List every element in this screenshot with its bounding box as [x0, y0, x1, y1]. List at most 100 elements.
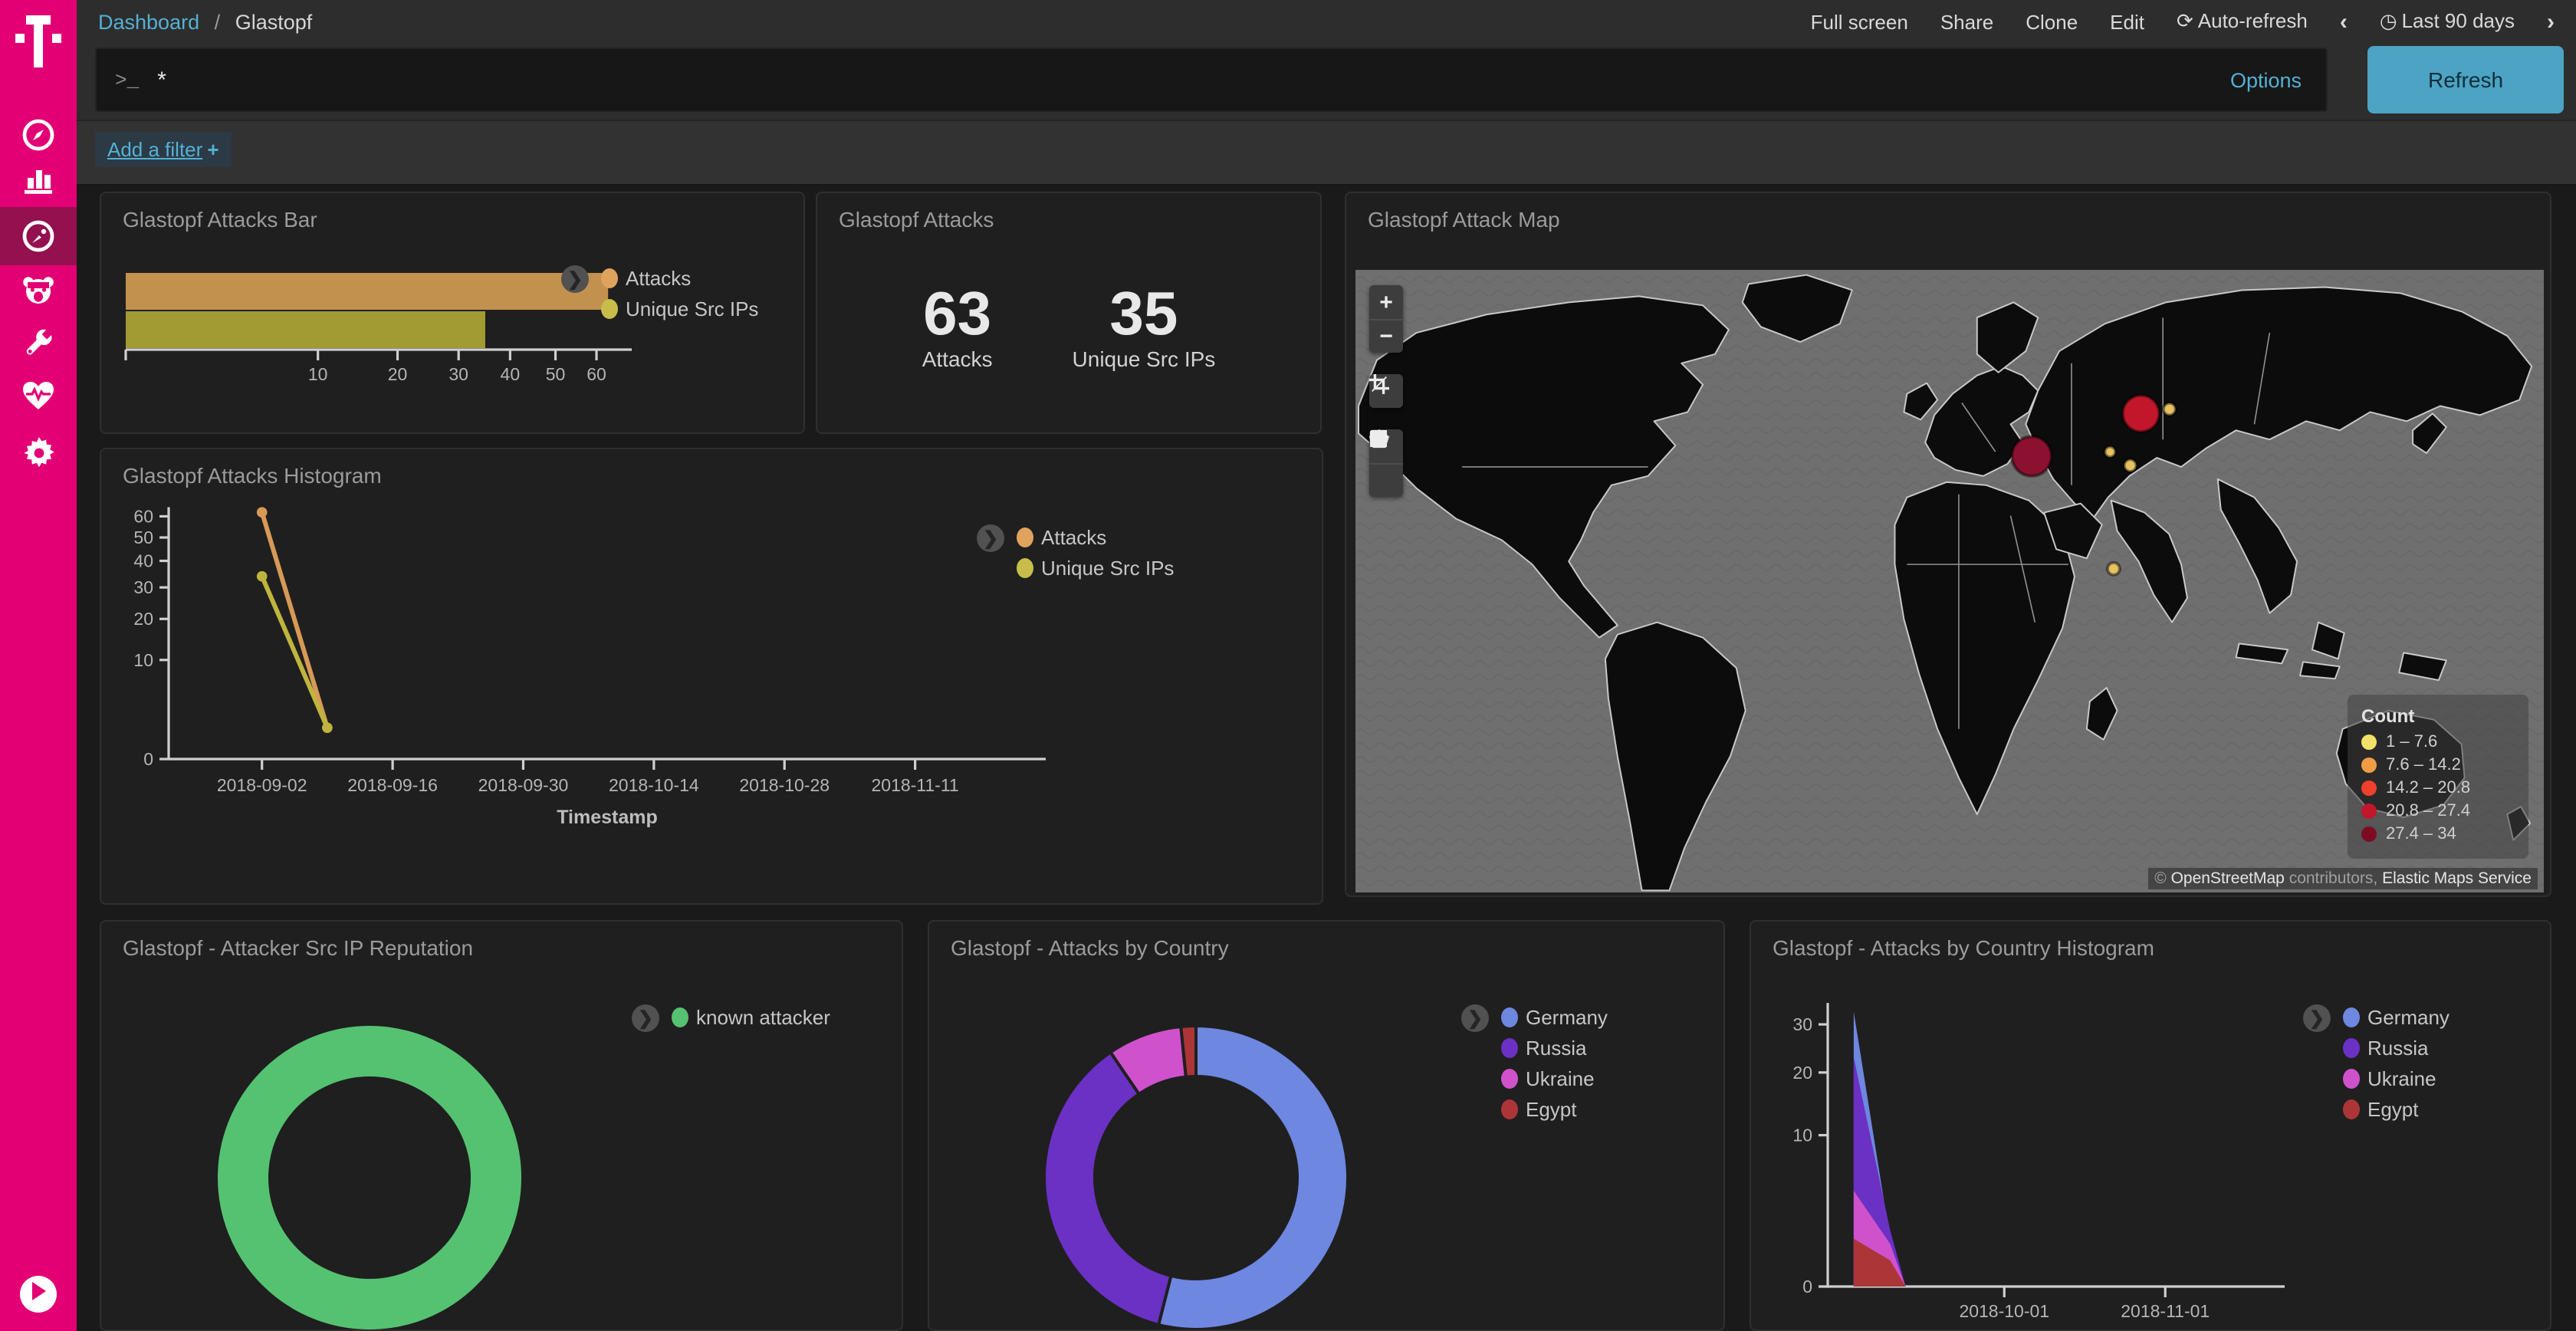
bucket-dot-icon — [2361, 827, 2377, 842]
refresh-button[interactable]: Refresh — [2367, 46, 2564, 113]
chart-legend: ❯ known attacker — [632, 1006, 830, 1032]
breadcrumb-dashboard-link[interactable]: Dashboard — [98, 10, 199, 33]
add-filter-button[interactable]: Add a filter+ — [95, 132, 232, 167]
data-point[interactable] — [257, 571, 268, 582]
world-map[interactable]: + − Count 1 — [1355, 270, 2544, 892]
sidebar-item-monitoring[interactable] — [0, 366, 77, 425]
time-forward-button[interactable]: › — [2547, 8, 2555, 35]
map-bubble[interactable] — [2164, 403, 2176, 416]
sidebar-item-honeypot[interactable] — [0, 262, 77, 320]
telekom-logo-icon[interactable] — [11, 12, 66, 71]
collapse-nav-button[interactable] — [20, 1276, 57, 1313]
full-screen-button[interactable]: Full screen — [1811, 10, 1908, 33]
map-bubble[interactable] — [2104, 446, 2115, 457]
share-button[interactable]: Share — [1940, 10, 1993, 33]
legend-item-egypt[interactable]: Egypt — [2343, 1098, 2450, 1121]
legend-item-unique-src-ips[interactable]: Unique Src IPs — [1017, 557, 1174, 580]
edit-button[interactable]: Edit — [2110, 10, 2144, 33]
rectangle-draw-icon[interactable] — [1369, 463, 1403, 497]
svg-text:20: 20 — [1792, 1063, 1812, 1083]
breadcrumb: Dashboard / Glastopf — [98, 10, 312, 33]
map-bubble[interactable] — [2012, 436, 2052, 476]
legend-item-russia[interactable]: Russia — [1501, 1037, 1608, 1060]
clock-icon: ◷ — [2380, 9, 2397, 34]
map-zoom-out-button[interactable]: − — [1369, 319, 1403, 353]
auto-refresh-button[interactable]: ⟳Auto-refresh — [2177, 9, 2308, 34]
legend-toggle-icon[interactable]: ❯ — [2303, 1004, 2331, 1032]
time-range-button[interactable]: ◷Last 90 days — [2380, 9, 2515, 34]
bar-chart-icon — [23, 164, 54, 195]
legend-item-known-attacker[interactable]: known attacker — [672, 1006, 830, 1029]
breadcrumb-current: Glastopf — [235, 10, 313, 33]
legend-label: Attacks — [626, 267, 691, 290]
metric-unique-src-ips: 35 Unique Src IPs — [1073, 282, 1216, 371]
donut-slice-known-attacker[interactable] — [243, 1051, 496, 1304]
legend-label: Unique Src IPs — [1041, 557, 1174, 580]
legend-toggle-icon[interactable]: ❯ — [632, 1004, 659, 1032]
donut-chart[interactable] — [101, 922, 638, 1331]
map-bubble[interactable] — [2124, 459, 2137, 472]
legend-item-unique-src-ips[interactable]: Unique Src IPs — [601, 297, 758, 320]
time-back-button[interactable]: ‹ — [2340, 8, 2348, 35]
svg-text:2018-11-11: 2018-11-11 — [871, 775, 958, 795]
bucket-range-label: 27.4 – 34 — [2386, 825, 2456, 843]
legend-label: Attacks — [1041, 526, 1106, 549]
map-bubble[interactable] — [2108, 563, 2120, 575]
panel-title: Glastopf Attack Map — [1368, 207, 1560, 232]
clone-button[interactable]: Clone — [2026, 10, 2078, 33]
svg-text:30: 30 — [449, 364, 468, 384]
legend-item-ukraine[interactable]: Ukraine — [1501, 1067, 1608, 1090]
legend-label: Germany — [2367, 1006, 2450, 1029]
svg-text:0: 0 — [1802, 1277, 1812, 1296]
bar-attacks[interactable] — [126, 273, 608, 310]
legend-toggle-icon[interactable]: ❯ — [561, 265, 589, 293]
panel-attacks-metric: Glastopf Attacks 63 Attacks 35 Unique Sr… — [816, 192, 1322, 434]
data-point[interactable] — [322, 722, 333, 733]
map-zoom-in-button[interactable]: + — [1369, 285, 1403, 319]
legend-toggle-icon[interactable]: ❯ — [977, 524, 1004, 552]
query-bar: >_ * Options Refresh — [77, 43, 2576, 120]
data-point[interactable] — [257, 507, 268, 518]
options-link[interactable]: Options — [2230, 68, 2302, 91]
sidebar-item-dev-tools[interactable] — [0, 314, 77, 373]
elastic-maps-link[interactable]: Elastic Maps Service — [2382, 869, 2532, 888]
crop-icon[interactable] — [1369, 374, 1403, 408]
donut-chart[interactable] — [929, 922, 1466, 1331]
console-prompt-icon: >_ — [115, 68, 139, 91]
openstreetmap-link[interactable]: OpenStreetMap — [2171, 869, 2285, 888]
legend-item-germany[interactable]: Germany — [2343, 1006, 2450, 1029]
bucket-range-label: 20.8 – 27.4 — [2386, 802, 2470, 820]
main-area: Dashboard / Glastopf Full screen Share C… — [77, 0, 2576, 1331]
legend-dot-icon — [2343, 1069, 2360, 1089]
search-input[interactable]: >_ * Options — [95, 48, 2328, 112]
legend-item-attacks[interactable]: Attacks — [1017, 526, 1174, 549]
legend-item-russia[interactable]: Russia — [2343, 1037, 2450, 1060]
legend-item-germany[interactable]: Germany — [1501, 1006, 1608, 1029]
line-chart[interactable]: 01020304050602018-09-022018-09-162018-09… — [101, 492, 1113, 876]
area-chart[interactable]: 01020302018-10-012018-11-01 — [1751, 922, 2295, 1331]
legend-toggle-icon[interactable]: ❯ — [1461, 1004, 1489, 1032]
legend-item-ukraine[interactable]: Ukraine — [2343, 1067, 2450, 1090]
legend-dot-icon — [601, 268, 618, 288]
sidebar-item-visualize[interactable] — [0, 150, 77, 209]
legend-item-attacks[interactable]: Attacks — [601, 267, 758, 290]
map-legend-item: 20.8 – 27.4 — [2361, 802, 2515, 820]
map-bubble[interactable] — [2123, 396, 2160, 432]
bar-unique-src-ips[interactable] — [126, 311, 485, 348]
line-series-attacks[interactable] — [262, 512, 327, 728]
svg-text:60: 60 — [586, 364, 606, 384]
legend-item-egypt[interactable]: Egypt — [1501, 1098, 1608, 1121]
donut-slice-russia[interactable] — [1044, 1052, 1171, 1324]
sidebar-item-dashboard[interactable] — [0, 207, 77, 265]
map-legend-item: 1 – 7.6 — [2361, 733, 2515, 751]
svg-text:30: 30 — [1792, 1014, 1812, 1034]
svg-text:20: 20 — [133, 609, 153, 629]
gear-icon — [22, 436, 54, 468]
sidebar-item-management[interactable] — [0, 423, 77, 481]
legend-label: Unique Src IPs — [626, 297, 758, 320]
heartbeat-icon — [21, 380, 55, 411]
gauge-icon — [21, 219, 55, 253]
panel-attacks-bar: Glastopf Attacks Bar 102030405060 ❯Attac… — [100, 192, 805, 434]
sidebar — [0, 0, 77, 1331]
line-series-unique-src-ips[interactable] — [262, 577, 327, 728]
